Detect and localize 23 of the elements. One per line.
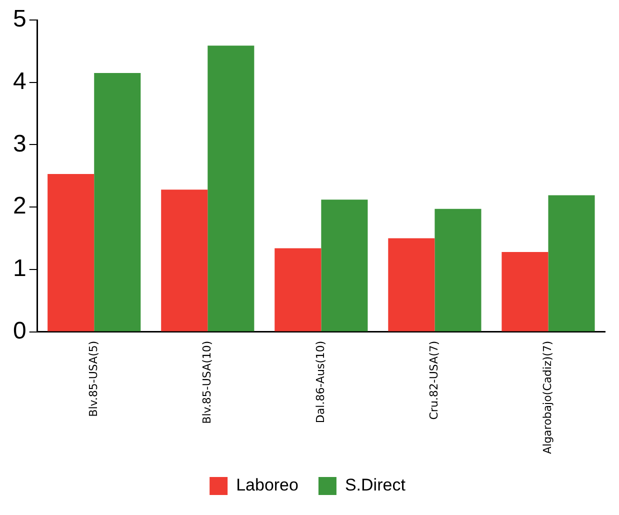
bar [161, 190, 208, 332]
x-tick-label: Algarobajo(Cadiz)(7) [541, 340, 554, 454]
bar [388, 238, 435, 332]
y-tick-label: 1 [12, 255, 26, 282]
y-tick-label: 5 [12, 6, 26, 33]
bar [434, 208, 482, 332]
bar [208, 46, 254, 332]
x-tick-label: Dal.86-Aus(10) [314, 340, 328, 424]
x-tick-label: Blv.85-USA(5) [86, 340, 100, 417]
x-tick-label: Blv.85-USA(10) [200, 340, 214, 424]
y-tick-label: 4 [12, 68, 26, 95]
legend-label: Laboreo [236, 476, 298, 495]
legend-label: S.Direct [344, 476, 406, 495]
y-tick-label: 2 [12, 192, 26, 220]
x-tick-label: Cru.82-USA(7) [428, 340, 441, 420]
bar [548, 195, 595, 332]
bar [94, 73, 141, 332]
bar [274, 248, 322, 332]
bar [502, 252, 548, 332]
y-tick-label: 3 [12, 130, 26, 158]
y-tick-label: 0 [12, 317, 26, 344]
bar [321, 200, 368, 332]
bar [48, 174, 94, 332]
